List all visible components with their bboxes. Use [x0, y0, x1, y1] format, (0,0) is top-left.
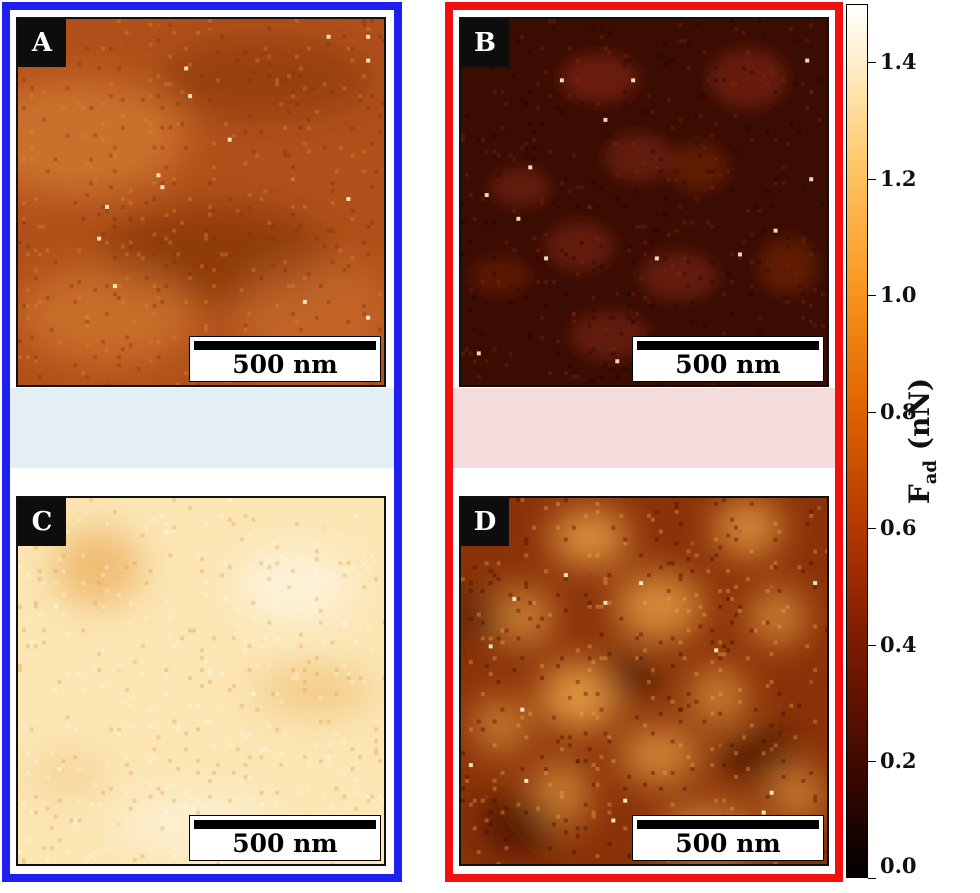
colorbar-label: Fad (nN): [903, 378, 941, 504]
colorbar-label-main: F: [903, 484, 937, 505]
panel-c-label: C: [18, 498, 66, 546]
panel-d-image: [461, 498, 827, 864]
panel-b-image: [461, 19, 827, 385]
scale-bar-label: 500 nm: [232, 829, 338, 858]
colorbar-tick: [868, 62, 876, 64]
scale-bar-line: [194, 820, 376, 829]
band-left: [10, 388, 394, 468]
colorbar-tick: [868, 761, 876, 763]
panel-b: B 500 nm: [459, 17, 829, 387]
panel-b-label: B: [461, 19, 509, 67]
scale-bar-label: 500 nm: [675, 350, 781, 379]
scale-bar-line: [194, 341, 376, 350]
scale-bar-line: [637, 341, 819, 350]
panel-c-image: [18, 498, 384, 864]
panel-d-scale-bar: 500 nm: [632, 815, 824, 861]
colorbar-tick: [868, 295, 876, 297]
scale-bar-line: [637, 820, 819, 829]
scale-bar-label: 500 nm: [675, 829, 781, 858]
colorbar-tick: [868, 178, 876, 180]
panel-d-label: D: [461, 498, 509, 546]
band-right: [453, 388, 835, 468]
colorbar-tick: [868, 411, 876, 413]
panel-d: D 500 nm: [459, 496, 829, 866]
frame-left-blue: [2, 2, 402, 882]
colorbar-tick: [868, 528, 876, 530]
colorbar-label-unit: (nN): [903, 377, 937, 451]
frame-right-red: [445, 2, 843, 882]
colorbar-tick-label: 1.2: [880, 165, 917, 191]
colorbar-label-sub: ad: [919, 460, 941, 485]
colorbar-tick-label: 0.0: [880, 853, 917, 878]
panel-a-label: A: [18, 19, 66, 67]
colorbar-tick-label: 1.4: [880, 49, 917, 75]
colorbar-tick: [868, 878, 876, 879]
panel-a: A 500 nm: [16, 17, 386, 387]
scale-bar-label: 500 nm: [232, 350, 338, 379]
colorbar-tick: [868, 644, 876, 646]
colorbar-tick-label: 0.6: [880, 515, 917, 541]
colorbar-tick-label: 0.4: [880, 631, 917, 657]
panel-c: C 500 nm: [16, 496, 386, 866]
colorbar-tick-label: 0.8: [880, 398, 917, 424]
panel-b-scale-bar: 500 nm: [632, 336, 824, 382]
panel-a-scale-bar: 500 nm: [189, 336, 381, 382]
colorbar-tick-label: 1.0: [880, 282, 917, 308]
colorbar: [846, 4, 868, 878]
colorbar-tick-label: 0.2: [880, 748, 917, 774]
panel-a-image: [18, 19, 384, 385]
panel-c-scale-bar: 500 nm: [189, 815, 381, 861]
